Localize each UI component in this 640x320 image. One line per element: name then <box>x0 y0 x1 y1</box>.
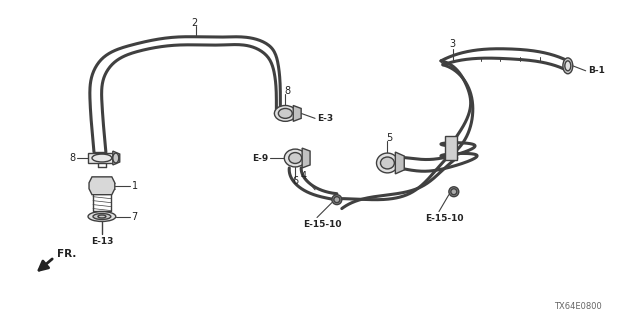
Text: E-15-10: E-15-10 <box>425 214 463 223</box>
Text: 7: 7 <box>132 212 138 221</box>
Text: E-15-10: E-15-10 <box>303 220 341 229</box>
Ellipse shape <box>275 106 296 121</box>
Ellipse shape <box>334 197 340 203</box>
Text: 5: 5 <box>387 133 392 143</box>
Ellipse shape <box>376 153 398 173</box>
Text: 2: 2 <box>191 18 197 28</box>
Ellipse shape <box>113 153 119 163</box>
Polygon shape <box>445 136 457 160</box>
Polygon shape <box>293 106 301 121</box>
Ellipse shape <box>451 189 457 195</box>
Text: 8: 8 <box>69 153 75 163</box>
Text: 8: 8 <box>284 86 291 96</box>
Text: E-9: E-9 <box>252 154 268 163</box>
Ellipse shape <box>332 195 342 204</box>
Ellipse shape <box>565 61 571 71</box>
Ellipse shape <box>449 187 459 197</box>
Ellipse shape <box>88 212 116 221</box>
Ellipse shape <box>289 153 301 164</box>
Ellipse shape <box>380 157 394 169</box>
Text: E-13: E-13 <box>91 237 113 246</box>
Text: FR.: FR. <box>58 249 77 259</box>
Polygon shape <box>89 177 115 195</box>
Ellipse shape <box>93 213 111 220</box>
Polygon shape <box>302 148 310 168</box>
Text: B-1: B-1 <box>588 66 605 75</box>
Text: 3: 3 <box>450 39 456 49</box>
Ellipse shape <box>563 58 573 74</box>
Text: 6: 6 <box>292 176 298 186</box>
Text: 1: 1 <box>132 181 138 191</box>
Text: E-3: E-3 <box>317 114 333 123</box>
Text: TX64E0800: TX64E0800 <box>554 302 602 311</box>
Ellipse shape <box>278 108 292 118</box>
Ellipse shape <box>284 149 306 167</box>
Polygon shape <box>113 151 120 165</box>
Polygon shape <box>88 153 116 163</box>
Text: 4: 4 <box>300 171 306 181</box>
Polygon shape <box>396 152 404 174</box>
